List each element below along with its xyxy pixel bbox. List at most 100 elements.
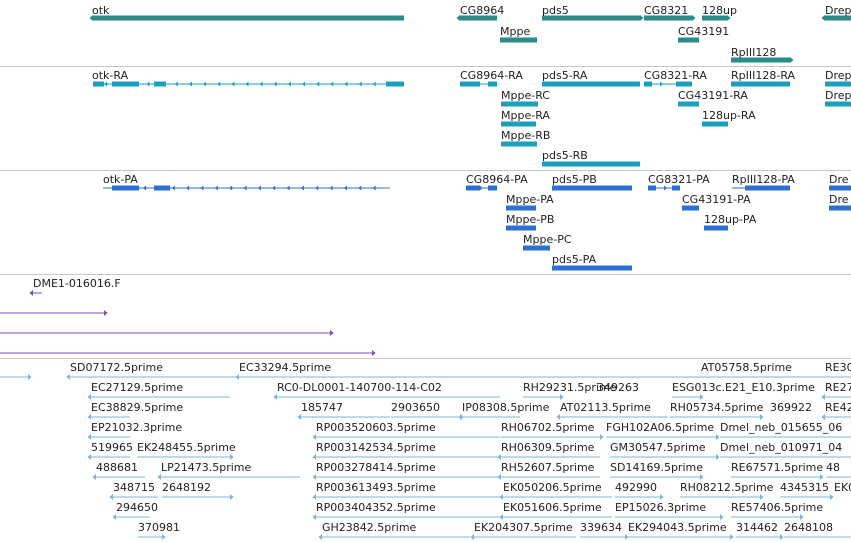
- gene-cg8964[interactable]: [460, 15, 497, 21]
- est-label-dmel-neb-010971-04[interactable]: Dmel_neb_010971_04: [720, 441, 842, 454]
- gene-label-pds5[interactable]: pds5: [542, 4, 569, 17]
- gene-mppe[interactable]: [500, 37, 537, 43]
- gene-label-cg43191[interactable]: CG43191: [678, 25, 729, 38]
- gene-pds5[interactable]: [542, 15, 640, 21]
- protein-label-otk-pa[interactable]: otk-PA: [103, 173, 138, 186]
- transcript-otk-ra-exon[interactable]: [386, 81, 404, 87]
- transcript-cg8321-ra-exon[interactable]: [676, 81, 692, 87]
- transcript-pds5-rb-exon[interactable]: [542, 161, 640, 167]
- transcript-otk-ra-exon[interactable]: [112, 81, 139, 87]
- protein-label-pds5-pa[interactable]: pds5-PA: [552, 253, 597, 266]
- transcript-label-mppe-rc[interactable]: Mppe-RC: [501, 89, 550, 102]
- gene-otk[interactable]: [93, 15, 404, 21]
- est-label-rh08212-5prime[interactable]: RH08212.5prime: [680, 481, 774, 494]
- est-label-dmel-neb-015655-06[interactable]: Dmel_neb_015655_06: [720, 421, 842, 434]
- est-label-rh06309-5prime[interactable]: RH06309.5prime: [501, 441, 595, 454]
- est-label-488681[interactable]: 488681: [96, 461, 138, 474]
- transcript-cg8964-ra-exon[interactable]: [488, 81, 497, 87]
- protein-pds5-pb-exon[interactable]: [552, 185, 632, 191]
- protein-label-cg43191-pa[interactable]: CG43191-PA: [682, 193, 751, 206]
- gene-cg43191[interactable]: [678, 37, 699, 43]
- est-label-re57406-5prime[interactable]: RE57406.5prime: [731, 501, 823, 514]
- gene-label-128up[interactable]: 128up: [702, 4, 737, 17]
- transcript-label-mppe-rb[interactable]: Mppe-RB: [501, 129, 550, 142]
- est-label-re67571-5prime[interactable]: RE67571.5prime: [731, 461, 823, 474]
- est-label-348715[interactable]: 348715: [113, 481, 155, 494]
- protein-label-pds5-pb[interactable]: pds5-PB: [552, 173, 597, 186]
- est-label-ec33294-5prime[interactable]: EC33294.5prime: [239, 361, 331, 374]
- est-label-ek050206-5prime[interactable]: EK050206.5prime: [503, 481, 602, 494]
- gene-label-otk[interactable]: otk: [92, 4, 110, 17]
- transcript-label-cg8964-ra[interactable]: CG8964-RA: [460, 69, 523, 82]
- transcript-label-128up-ra[interactable]: 128up-RA: [702, 109, 756, 122]
- est-label-339634[interactable]: 339634: [580, 521, 622, 534]
- gene-label-cg8321[interactable]: CG8321: [644, 4, 688, 17]
- protein-dre-exon[interactable]: [829, 185, 851, 191]
- transcript-cg43191-ra-exon[interactable]: [678, 101, 699, 107]
- protein-cg8321-pa-exon[interactable]: [648, 185, 656, 191]
- sequence-label-dme1-016016-f[interactable]: DME1-016016.F: [33, 277, 121, 290]
- transcript-pds5-ra-exon[interactable]: [542, 81, 640, 87]
- est-label-rp003142534-5prime[interactable]: RP003142534.5prime: [316, 441, 436, 454]
- transcript-label-otk-ra[interactable]: otk-RA: [92, 69, 129, 82]
- transcript-cg8964-ra-exon[interactable]: [460, 81, 480, 87]
- est-label-rp003278414-5prime[interactable]: RP003278414.5prime: [316, 461, 436, 474]
- gene-label-drep[interactable]: Drep: [825, 4, 851, 17]
- est-label-ek294043-5prime[interactable]: EK294043.5prime: [628, 521, 727, 534]
- est-label-rh06702-5prime[interactable]: RH06702.5prime: [501, 421, 595, 434]
- est-label-ek248455-5prime[interactable]: EK248455.5prime: [137, 441, 236, 454]
- est-label-369922[interactable]: 369922: [770, 401, 812, 414]
- est-label-ek0[interactable]: EK0: [834, 481, 851, 494]
- est-label-sd07172-5prime[interactable]: SD07172.5prime: [70, 361, 163, 374]
- gene-rpiii128[interactable]: [731, 57, 790, 63]
- est-label-re42[interactable]: RE42: [825, 401, 851, 414]
- gene-label-rpiii128[interactable]: RpIII128: [731, 46, 776, 59]
- est-label-519965[interactable]: 519965: [91, 441, 133, 454]
- transcript-128up-ra-exon[interactable]: [702, 121, 728, 127]
- protein-pds5-pa-exon[interactable]: [552, 265, 632, 271]
- protein-label-dre[interactable]: Dre: [829, 193, 849, 206]
- protein-cg8964-pa-exon[interactable]: [488, 185, 497, 191]
- transcript-label-cg43191-ra[interactable]: CG43191-RA: [678, 89, 748, 102]
- est-label-rh05734-5prime[interactable]: RH05734.5prime: [670, 401, 764, 414]
- transcript-label-cg8321-ra[interactable]: CG8321-RA: [644, 69, 707, 82]
- est-label-ek051606-5prime[interactable]: EK051606.5prime: [503, 501, 602, 514]
- protein-128up-pa-exon[interactable]: [704, 225, 728, 231]
- est-label-rh29231-5prime[interactable]: RH29231.5prime: [523, 381, 617, 394]
- est-label-370981[interactable]: 370981: [138, 521, 180, 534]
- protein-cg8321-pa-exon[interactable]: [672, 185, 680, 191]
- protein-dre-2-exon[interactable]: [829, 205, 851, 211]
- est-label-esg013c-e21-e10-3prime[interactable]: ESG013c.E21_E10.3prime: [672, 381, 815, 394]
- est-label-rc0-dl0001-140700-114-c02[interactable]: RC0-DL0001-140700-114-C02: [277, 381, 442, 394]
- est-label-lp21473-5prime[interactable]: LP21473.5prime: [161, 461, 252, 474]
- transcript-label-pds5-rb[interactable]: pds5-RB: [542, 149, 588, 162]
- protein-cg43191-pa-exon[interactable]: [682, 205, 699, 211]
- est-label-294650[interactable]: 294650: [116, 501, 158, 514]
- est-label-re30[interactable]: RE30: [825, 361, 851, 374]
- transcript-label-drep[interactable]: Drep: [825, 89, 851, 102]
- protein-label-mppe-pc[interactable]: Mppe-PC: [523, 233, 572, 246]
- protein-label-mppe-pa[interactable]: Mppe-PA: [506, 193, 554, 206]
- est-label-349263[interactable]: 349263: [597, 381, 639, 394]
- est-label-rh52607-5prime[interactable]: RH52607.5prime: [501, 461, 595, 474]
- est-label-rp003404352-5prime[interactable]: RP003404352.5prime: [316, 501, 436, 514]
- transcript-cg8321-ra-exon[interactable]: [644, 81, 652, 87]
- protein-label-128up-pa[interactable]: 128up-PA: [704, 213, 757, 226]
- transcript-drep-2-exon[interactable]: [825, 101, 851, 107]
- est-label-fgh102a06-5prime[interactable]: FGH102A06.5prime: [606, 421, 714, 434]
- est-label-at02113-5prime[interactable]: AT02113.5prime: [560, 401, 651, 414]
- est-label-ek204307-5prime[interactable]: EK204307.5prime: [474, 521, 573, 534]
- est-label-48[interactable]: 48: [826, 461, 840, 474]
- est-label-ec38829-5prime[interactable]: EC38829.5prime: [91, 401, 183, 414]
- est-label-2648108[interactable]: 2648108: [784, 521, 833, 534]
- est-label-4345315[interactable]: 4345315: [780, 481, 829, 494]
- est-label-185747[interactable]: 185747: [301, 401, 343, 414]
- gene-label-cg8964[interactable]: CG8964: [460, 4, 504, 17]
- protein-label-rpiii128-pa[interactable]: RpIII128-PA: [732, 173, 795, 186]
- transcript-label-pds5-ra[interactable]: pds5-RA: [542, 69, 588, 82]
- est-label-gm30547-5prime[interactable]: GM30547.5prime: [610, 441, 706, 454]
- gene-cg8321[interactable]: [644, 15, 692, 21]
- protein-mppe-pc-exon[interactable]: [523, 245, 550, 251]
- est-label-492990[interactable]: 492990: [615, 481, 657, 494]
- est-label-314462[interactable]: 314462: [736, 521, 778, 534]
